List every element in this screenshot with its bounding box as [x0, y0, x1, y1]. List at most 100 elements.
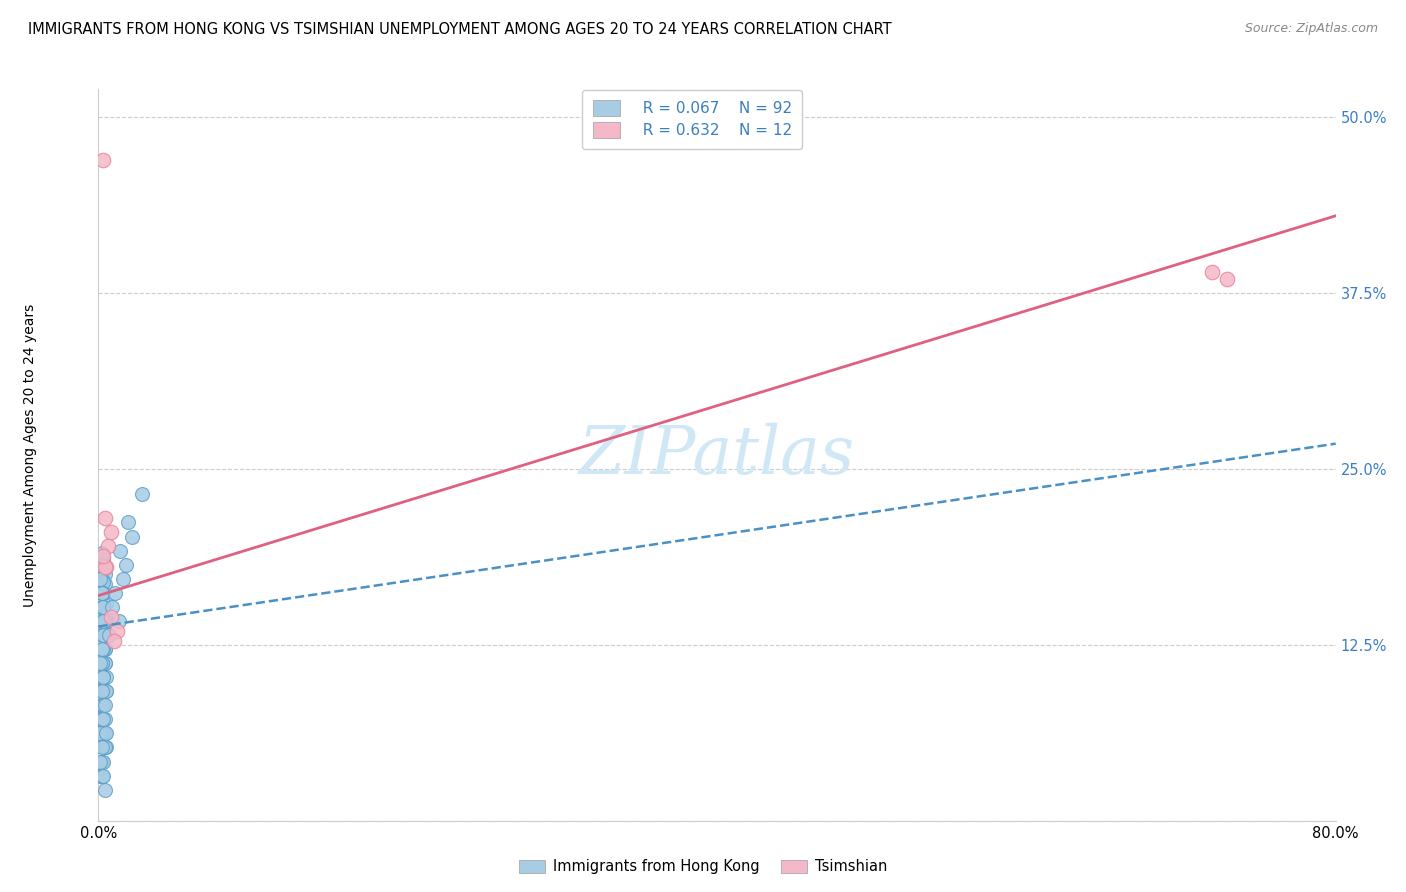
- Point: [89, 572, 111, 586]
- Point: [90, 698, 112, 713]
- Point: [90, 586, 112, 600]
- Point: [117, 516, 139, 530]
- Point: [91, 726, 114, 740]
- Point: [89, 712, 111, 726]
- Point: [91, 670, 114, 684]
- Point: [93, 614, 115, 628]
- Point: [93, 624, 115, 638]
- Point: [105, 624, 128, 638]
- Point: [93, 782, 115, 797]
- Text: IMMIGRANTS FROM HONG KONG VS TSIMSHIAN UNEMPLOYMENT AMONG AGES 20 TO 24 YEARS CO: IMMIGRANTS FROM HONG KONG VS TSIMSHIAN U…: [28, 22, 891, 37]
- Point: [96, 684, 118, 698]
- Point: [100, 525, 122, 540]
- Point: [91, 684, 114, 698]
- Point: [93, 628, 115, 642]
- Point: [91, 153, 114, 167]
- Point: [101, 599, 124, 614]
- Point: [90, 698, 112, 713]
- Point: [96, 740, 118, 755]
- Point: [89, 712, 111, 726]
- Text: Source: ZipAtlas.com: Source: ZipAtlas.com: [1244, 22, 1378, 36]
- Point: [91, 698, 114, 713]
- Point: [91, 596, 114, 610]
- Point: [91, 628, 114, 642]
- Point: [90, 642, 112, 657]
- Point: [91, 712, 114, 726]
- Point: [90, 546, 112, 560]
- Point: [93, 740, 115, 755]
- Legend:   R = 0.067    N = 92,   R = 0.632    N = 12: R = 0.067 N = 92, R = 0.632 N = 12: [582, 89, 803, 149]
- Point: [93, 712, 115, 726]
- Point: [91, 726, 114, 740]
- Point: [91, 628, 114, 642]
- Point: [97, 539, 120, 553]
- Point: [91, 599, 114, 614]
- Point: [1201, 265, 1223, 279]
- Point: [90, 609, 112, 624]
- Point: [91, 684, 114, 698]
- Point: [100, 609, 122, 624]
- Point: [98, 628, 121, 642]
- Point: [91, 606, 114, 620]
- Point: [96, 726, 118, 740]
- Point: [91, 628, 114, 642]
- Point: [91, 586, 114, 600]
- Point: [96, 560, 118, 574]
- Point: [91, 670, 114, 684]
- Text: Unemployment Among Ages 20 to 24 years: Unemployment Among Ages 20 to 24 years: [24, 303, 38, 607]
- Point: [89, 558, 111, 572]
- Point: [93, 609, 115, 624]
- Point: [89, 656, 111, 670]
- Point: [93, 656, 115, 670]
- Point: [90, 572, 112, 586]
- Point: [91, 549, 114, 564]
- Point: [108, 543, 131, 558]
- Point: [89, 670, 111, 684]
- Point: [103, 633, 125, 648]
- Point: [90, 698, 112, 713]
- Point: [89, 726, 111, 740]
- Text: ZIPatlas: ZIPatlas: [579, 422, 855, 488]
- Point: [91, 614, 114, 628]
- Point: [96, 684, 118, 698]
- Point: [112, 572, 135, 586]
- Point: [91, 586, 114, 600]
- Point: [93, 642, 115, 657]
- Point: [89, 769, 111, 783]
- Point: [90, 684, 112, 698]
- Point: [93, 614, 115, 628]
- Point: [93, 614, 115, 628]
- Point: [90, 698, 112, 713]
- Point: [90, 755, 112, 769]
- Point: [89, 670, 111, 684]
- Point: [90, 656, 112, 670]
- Point: [1216, 272, 1239, 286]
- Point: [91, 553, 114, 567]
- Point: [104, 586, 127, 600]
- Point: [90, 656, 112, 670]
- Point: [90, 740, 112, 755]
- Point: [91, 769, 114, 783]
- Point: [93, 511, 115, 525]
- Point: [121, 529, 143, 543]
- Point: [90, 769, 112, 783]
- Point: [91, 642, 114, 657]
- Point: [93, 656, 115, 670]
- Point: [93, 577, 115, 591]
- Point: [93, 642, 115, 657]
- Point: [91, 599, 114, 614]
- Point: [115, 558, 138, 572]
- Point: [91, 740, 114, 755]
- Point: [93, 560, 115, 574]
- Point: [96, 596, 118, 610]
- Point: [91, 574, 114, 589]
- Point: [90, 656, 112, 670]
- Point: [89, 755, 111, 769]
- Point: [90, 642, 112, 657]
- Point: [91, 670, 114, 684]
- Point: [93, 726, 115, 740]
- Point: [90, 586, 112, 600]
- Point: [93, 567, 115, 582]
- Point: [90, 642, 112, 657]
- Point: [90, 755, 112, 769]
